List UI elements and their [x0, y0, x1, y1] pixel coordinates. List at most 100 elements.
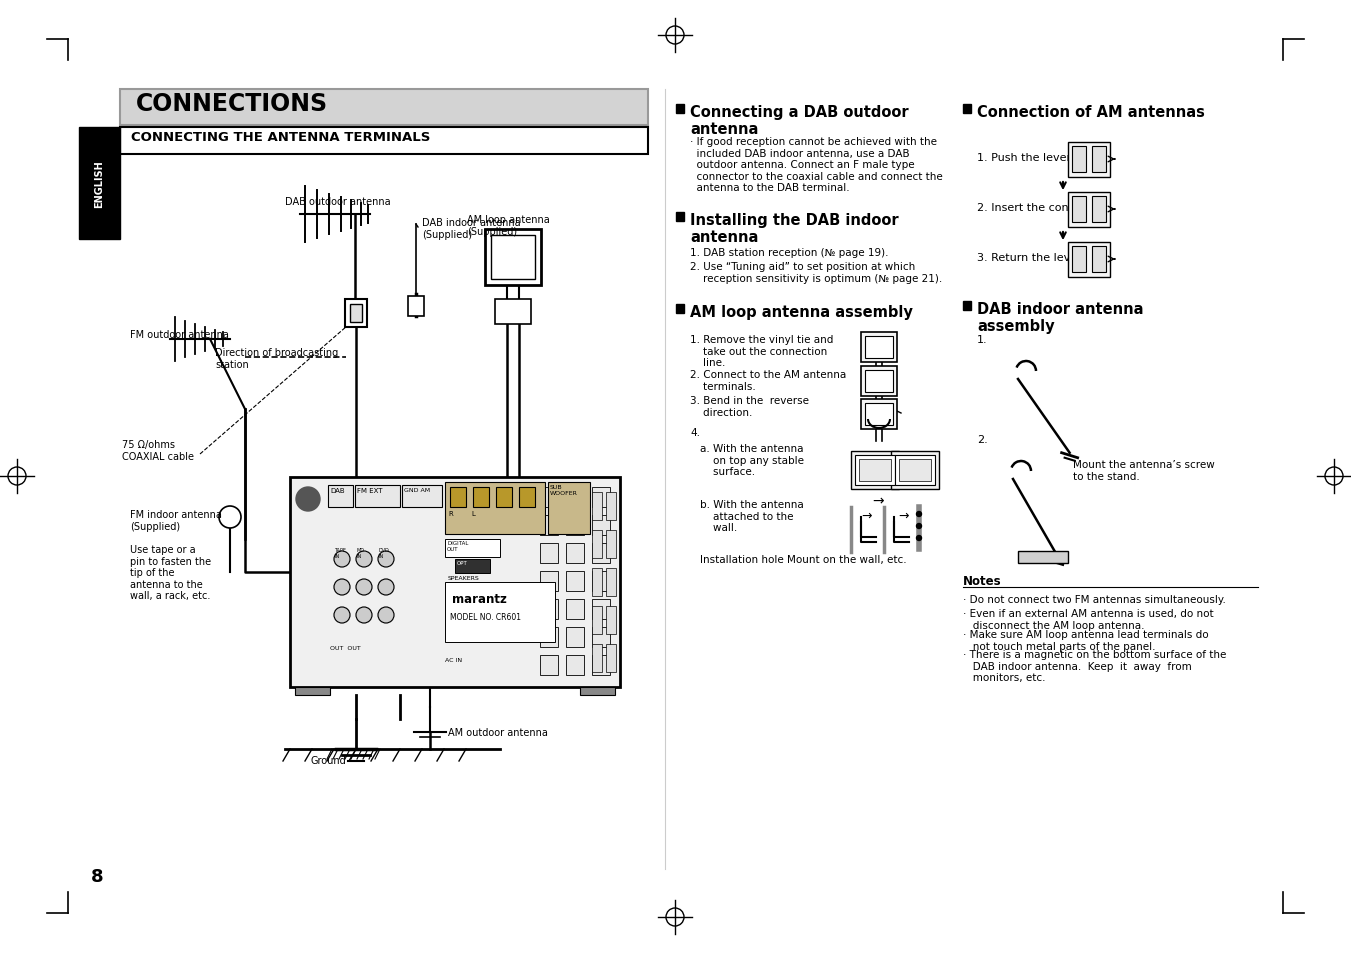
Text: 1. DAB station reception (№ page 19).: 1. DAB station reception (№ page 19). [690, 248, 889, 257]
Text: →: → [861, 510, 871, 522]
Bar [592, 488, 611, 507]
Bar [494, 299, 531, 325]
Text: Direction of broadcasting
station: Direction of broadcasting station [215, 348, 338, 369]
Circle shape [378, 607, 394, 623]
Text: DIGITAL
OUT: DIGITAL OUT [447, 540, 469, 551]
Bar [861, 399, 897, 430]
Bar [580, 687, 615, 696]
Text: DVD
IN: DVD IN [378, 547, 389, 558]
Bar [350, 305, 362, 323]
Text: DAB outdoor antenna: DAB outdoor antenna [285, 196, 390, 207]
Bar [566, 627, 584, 647]
Text: AC IN: AC IN [444, 658, 462, 662]
Bar [444, 539, 500, 558]
Text: · If good reception cannot be achieved with the
  included DAB indoor antenna, u: · If good reception cannot be achieved w… [690, 137, 943, 193]
Bar [1092, 247, 1106, 273]
Text: SUB
WOOFER: SUB WOOFER [550, 484, 578, 496]
Text: 2. Use “Tuning aid” to set position at which
    reception sensitivity is optimu: 2. Use “Tuning aid” to set position at w… [690, 262, 942, 283]
Circle shape [357, 607, 372, 623]
Bar [1092, 196, 1106, 223]
Text: 1.: 1. [977, 335, 988, 345]
Bar [549, 482, 590, 535]
Bar [540, 516, 558, 536]
Bar [540, 572, 558, 592]
Circle shape [357, 579, 372, 596]
Circle shape [334, 607, 350, 623]
Bar [592, 644, 603, 672]
Text: Mount: Mount [851, 479, 884, 490]
Text: FM indoor antenna
(Supplied): FM indoor antenna (Supplied) [130, 510, 222, 531]
Bar [78, 128, 120, 240]
Bar [120, 90, 648, 126]
Text: →: → [898, 510, 908, 522]
Text: a. With the antenna
    on top any stable
    surface.: a. With the antenna on top any stable su… [700, 443, 804, 476]
Text: AM outdoor antenna: AM outdoor antenna [449, 727, 549, 738]
Text: · Do not connect two FM antennas simultaneously.: · Do not connect two FM antennas simulta… [963, 595, 1225, 604]
Bar [861, 333, 897, 363]
Circle shape [916, 512, 921, 517]
Text: MD
IN: MD IN [357, 547, 363, 558]
Text: Use tape or a
pin to fasten the
tip of the
antenna to the
wall, a rack, etc.: Use tape or a pin to fasten the tip of t… [130, 544, 211, 600]
Text: Connection of AM antennas: Connection of AM antennas [977, 105, 1205, 120]
Text: Notes: Notes [963, 575, 1001, 587]
Circle shape [916, 536, 921, 541]
Bar [963, 302, 971, 311]
Bar [894, 456, 935, 485]
Text: DAB: DAB [330, 488, 345, 494]
Bar [1069, 193, 1111, 228]
Bar [490, 235, 535, 280]
Circle shape [219, 506, 240, 529]
Bar [592, 493, 603, 520]
Bar [566, 599, 584, 619]
Bar [444, 482, 544, 535]
Text: OPT: OPT [457, 560, 467, 565]
Text: R: R [449, 511, 453, 517]
Text: 75 Ω/ohms
COAXIAL cable: 75 Ω/ohms COAXIAL cable [122, 439, 195, 461]
Bar [120, 128, 648, 154]
Bar [898, 459, 931, 481]
Bar [540, 627, 558, 647]
Bar [355, 485, 400, 507]
Text: SPEAKERS: SPEAKERS [449, 576, 480, 580]
Text: FM EXT: FM EXT [357, 488, 382, 494]
Bar [1071, 196, 1086, 223]
Text: CONNECTING THE ANTENNA TERMINALS: CONNECTING THE ANTENNA TERMINALS [131, 131, 431, 144]
Text: Mount the antenna’s screw
to the stand.: Mount the antenna’s screw to the stand. [1073, 459, 1215, 481]
Bar [963, 105, 971, 113]
Bar [865, 371, 893, 393]
Text: DAB indoor antenna
(Supplied): DAB indoor antenna (Supplied) [422, 218, 520, 239]
Bar [607, 606, 616, 635]
Text: Installation hole Mount on the wall, etc.: Installation hole Mount on the wall, etc… [700, 555, 907, 564]
Bar [851, 452, 898, 490]
Circle shape [334, 552, 350, 567]
Bar [345, 299, 367, 328]
Text: marantz: marantz [453, 593, 507, 605]
Bar [676, 305, 684, 314]
Text: Ground: Ground [309, 755, 346, 765]
Bar [566, 572, 584, 592]
Text: →: → [871, 494, 884, 507]
Bar [592, 656, 611, 676]
Bar [1019, 552, 1069, 563]
Text: AM loop antenna assembly: AM loop antenna assembly [690, 305, 913, 319]
Bar [592, 531, 603, 558]
Bar [676, 105, 684, 113]
Bar [1092, 147, 1106, 172]
Text: · Make sure AM loop antenna lead terminals do
   not touch metal parts of the pa: · Make sure AM loop antenna lead termina… [963, 629, 1209, 651]
Bar [592, 516, 611, 536]
Text: TAPE
IN: TAPE IN [334, 547, 346, 558]
Text: 1. Remove the vinyl tie and
    take out the connection
    line.: 1. Remove the vinyl tie and take out the… [690, 335, 834, 368]
Bar [859, 459, 892, 481]
Bar [403, 485, 442, 507]
Bar [540, 599, 558, 619]
Text: 2.: 2. [977, 435, 988, 444]
Text: GND AM: GND AM [404, 488, 430, 493]
Bar [1069, 243, 1111, 277]
Text: 3. Bend in the  reverse
    direction.: 3. Bend in the reverse direction. [690, 395, 809, 417]
Bar [519, 488, 535, 507]
Bar [676, 213, 684, 222]
Text: Installing the DAB indoor
antenna: Installing the DAB indoor antenna [690, 213, 898, 245]
Circle shape [378, 552, 394, 567]
Bar [473, 488, 489, 507]
Bar [592, 568, 603, 597]
